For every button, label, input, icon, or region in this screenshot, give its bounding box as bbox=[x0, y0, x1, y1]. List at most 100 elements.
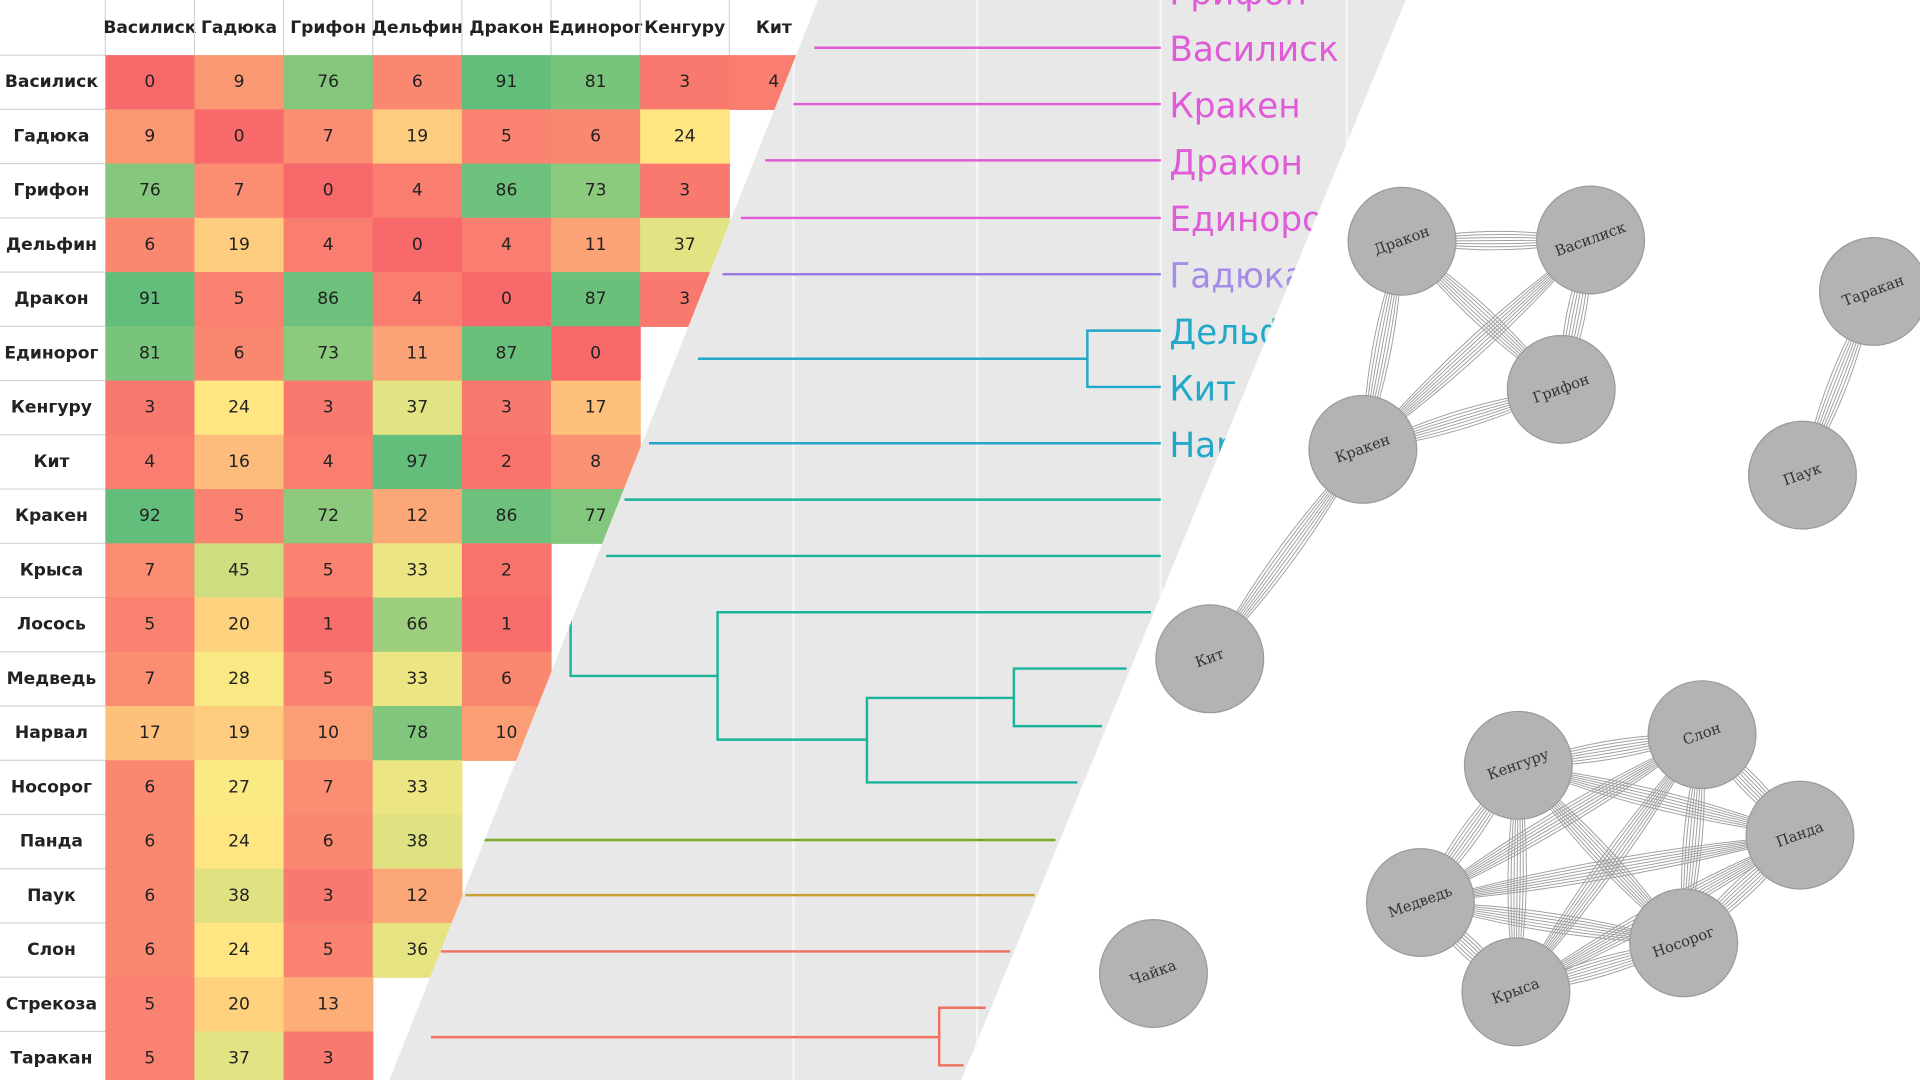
cell-value: 86 bbox=[496, 506, 518, 526]
heatmap-cell bbox=[283, 326, 374, 382]
cell-value: 7 bbox=[323, 777, 334, 797]
cell-value: 11 bbox=[585, 235, 607, 255]
cell-value: 5 bbox=[323, 669, 334, 689]
heatmap-cell bbox=[461, 217, 552, 273]
row-header: Таракан bbox=[10, 1049, 92, 1069]
cell-value: 6 bbox=[144, 777, 155, 797]
cell-value: 33 bbox=[406, 560, 428, 580]
cell-value: 4 bbox=[323, 235, 334, 255]
cell-value: 6 bbox=[590, 126, 601, 146]
row-header: Слон bbox=[27, 940, 76, 960]
cell-value: 0 bbox=[323, 181, 334, 201]
network-node bbox=[1155, 604, 1265, 714]
heatmap-cell bbox=[551, 55, 641, 110]
heatmap-cell bbox=[194, 489, 285, 544]
column-header: Кит bbox=[756, 18, 792, 38]
dendrogram-links bbox=[431, 46, 1161, 1067]
heatmap-cell bbox=[283, 706, 374, 761]
heatmap-cell bbox=[105, 543, 196, 599]
heatmap-cell bbox=[194, 597, 285, 653]
cell-value: 10 bbox=[496, 723, 518, 743]
cell-value: 4 bbox=[144, 452, 155, 472]
heatmap-cell bbox=[283, 597, 374, 653]
cell-value: 6 bbox=[144, 832, 155, 852]
heatmap-cell bbox=[194, 706, 285, 761]
heatmap-cell bbox=[105, 489, 196, 544]
cell-value: 81 bbox=[585, 72, 607, 92]
heatmap-cell bbox=[283, 434, 374, 490]
row-header: Паук bbox=[27, 886, 76, 906]
cell-value: 36 bbox=[406, 940, 428, 960]
cell-value: 77 bbox=[585, 506, 607, 526]
cell-value: 37 bbox=[406, 398, 428, 418]
cell-value: 7 bbox=[323, 126, 334, 146]
dendrogram-label: Единорог bbox=[1169, 200, 1341, 240]
cell-value: 9 bbox=[144, 126, 155, 146]
cell-value: 2 bbox=[501, 560, 512, 580]
cell-value: 0 bbox=[501, 289, 512, 309]
cell-value: 92 bbox=[139, 506, 161, 526]
heatmap-cell bbox=[105, 380, 196, 436]
cell-value: 13 bbox=[317, 994, 339, 1014]
heatmap-cell bbox=[194, 55, 285, 110]
column-header: Кенгуру bbox=[644, 18, 725, 38]
heatmap-cell bbox=[194, 923, 285, 978]
heatmap-cell bbox=[105, 55, 196, 110]
heatmap-cell bbox=[105, 272, 196, 327]
network-node bbox=[1098, 918, 1208, 1028]
cell-value: 4 bbox=[768, 72, 779, 92]
heatmap-cell bbox=[551, 434, 641, 490]
cell-value: 5 bbox=[323, 560, 334, 580]
heatmap-cell bbox=[551, 109, 641, 165]
heatmap-cell bbox=[194, 217, 285, 273]
network-node bbox=[1461, 937, 1571, 1047]
cell-value: 17 bbox=[585, 398, 607, 418]
heatmap-cell bbox=[461, 651, 552, 707]
cell-value: 3 bbox=[501, 398, 512, 418]
network-node bbox=[1365, 847, 1475, 957]
heatmap-cell bbox=[194, 434, 285, 490]
cell-value: 5 bbox=[144, 615, 155, 635]
heatmap-cell bbox=[461, 597, 552, 653]
heatmap-cell bbox=[461, 489, 552, 544]
cell-value: 73 bbox=[585, 181, 607, 201]
network-node bbox=[1747, 420, 1857, 530]
heatmap-cell bbox=[105, 814, 196, 870]
heatmap-cell bbox=[194, 109, 285, 165]
cell-value: 3 bbox=[323, 398, 334, 418]
heatmap-cell bbox=[372, 868, 463, 924]
column-header: Василиск bbox=[103, 18, 196, 38]
cell-value: 5 bbox=[234, 506, 245, 526]
cell-value: 7 bbox=[234, 181, 245, 201]
cell-value: 4 bbox=[412, 181, 423, 201]
cell-value: 1 bbox=[323, 615, 334, 635]
row-header: Гадюка bbox=[13, 126, 89, 146]
heatmap-cell bbox=[461, 380, 552, 436]
heatmap-cell bbox=[283, 55, 374, 110]
heatmap-cell bbox=[194, 651, 285, 707]
cell-value: 4 bbox=[323, 452, 334, 472]
network-node bbox=[1647, 680, 1757, 790]
cell-value: 0 bbox=[144, 72, 155, 92]
cell-value: 66 bbox=[406, 615, 428, 635]
dendrogram-label: Нарвал bbox=[1169, 426, 1301, 466]
heatmap-cell bbox=[551, 326, 641, 382]
cell-value: 24 bbox=[228, 832, 250, 852]
cell-value: 5 bbox=[323, 940, 334, 960]
network-node bbox=[1308, 394, 1418, 504]
row-header: Нарвал bbox=[15, 723, 88, 743]
heatmap-cell bbox=[461, 434, 552, 490]
heatmap-cell bbox=[105, 217, 196, 273]
cell-value: 0 bbox=[412, 235, 423, 255]
cell-value: 19 bbox=[228, 235, 250, 255]
cell-value: 5 bbox=[144, 994, 155, 1014]
cell-value: 24 bbox=[228, 398, 250, 418]
cell-value: 78 bbox=[406, 723, 428, 743]
row-header: Дракон bbox=[14, 289, 88, 309]
heatmap-cell bbox=[105, 109, 196, 165]
cell-value: 7 bbox=[144, 560, 155, 580]
heatmap-cell bbox=[283, 380, 374, 436]
cell-value: 20 bbox=[228, 615, 250, 635]
heatmap-cell bbox=[105, 163, 196, 219]
heatmap-cell bbox=[283, 651, 374, 707]
